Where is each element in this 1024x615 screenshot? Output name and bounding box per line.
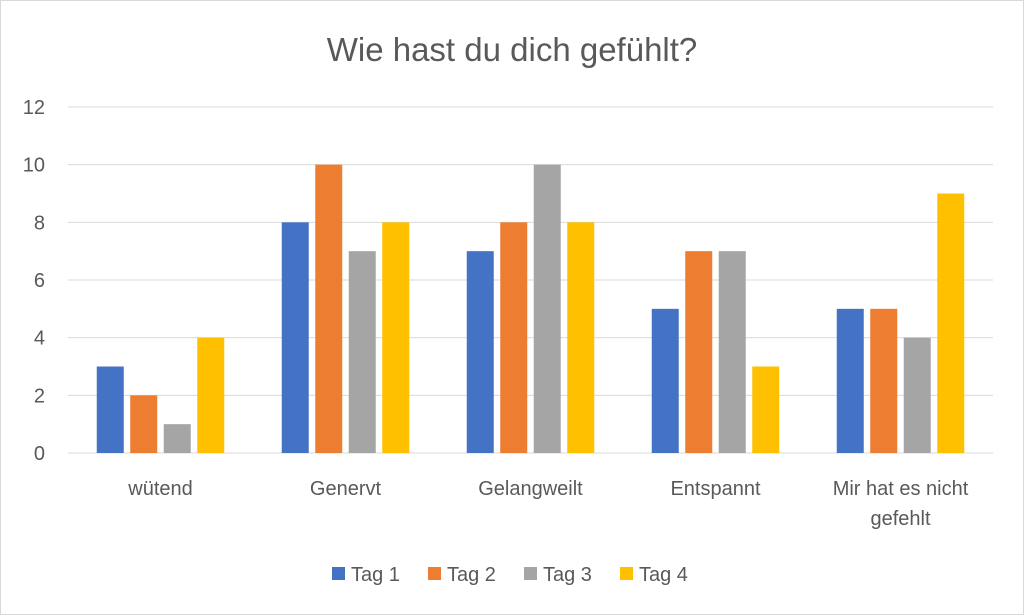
bar (382, 222, 410, 453)
bars (96, 164, 965, 453)
y-tick-label: 12 (23, 97, 45, 119)
legend-swatch (428, 567, 441, 580)
bar (281, 222, 309, 453)
y-tick-label: 10 (23, 155, 45, 177)
bar (197, 337, 225, 453)
chart-title: Wie hast du dich gefühlt? (327, 31, 698, 68)
y-axis-ticks: 0 2 4 6 8 10 12 (23, 97, 45, 465)
bar (96, 366, 124, 453)
bar (903, 337, 931, 453)
bar (752, 366, 780, 453)
y-tick-label: 2 (34, 385, 45, 407)
y-tick-label: 6 (34, 270, 45, 292)
bar (466, 251, 494, 453)
y-tick-label: 8 (34, 212, 45, 234)
x-category-label: Gelangweilt (478, 478, 583, 500)
y-tick-label: 4 (34, 328, 45, 350)
bar (718, 251, 746, 453)
legend-swatch (332, 567, 345, 580)
bar (130, 395, 158, 453)
bar (685, 251, 713, 453)
bar (651, 308, 679, 453)
bar (836, 308, 864, 453)
legend: Tag 1 Tag 2 Tag 3 Tag 4 (332, 564, 688, 586)
bar (533, 164, 561, 453)
bar (567, 222, 595, 453)
legend-label: Tag 2 (447, 564, 496, 586)
legend-label: Tag 3 (543, 564, 592, 586)
bar (163, 424, 191, 453)
bar (348, 251, 376, 453)
bar (315, 164, 343, 453)
x-category-label: Entspannt (670, 478, 761, 500)
legend-swatch (524, 567, 537, 580)
x-category-label: Mir hat es nicht (833, 478, 969, 500)
x-category-label: gefehlt (870, 508, 930, 530)
legend-label: Tag 4 (639, 564, 688, 586)
x-category-label: wütend (127, 478, 193, 500)
x-category-label: Genervt (310, 478, 382, 500)
legend-swatch (620, 567, 633, 580)
bar (937, 193, 965, 453)
bar (870, 308, 898, 453)
legend-label: Tag 1 (351, 564, 400, 586)
x-axis-labels: wütend Genervt Gelangweilt Entspannt Mir hat… (127, 478, 968, 530)
y-tick-label: 0 (34, 443, 45, 465)
bar (500, 222, 528, 453)
